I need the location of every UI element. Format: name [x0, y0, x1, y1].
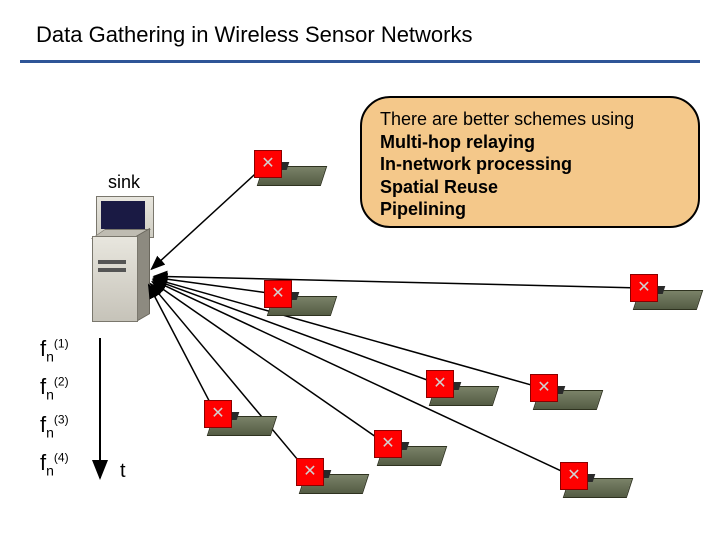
arrow	[154, 276, 638, 288]
sensor-badge-icon: ✕	[296, 458, 324, 486]
sensor-badge-icon: ✕	[560, 462, 588, 490]
sensor-node: ✕	[380, 440, 444, 466]
callout-line-4: Pipelining	[380, 198, 680, 221]
sensor-node: ✕	[432, 380, 496, 406]
sensor-node: ✕	[636, 284, 700, 310]
sensor-badge-icon: ✕	[264, 280, 292, 308]
callout-line-2: In-network processing	[380, 153, 680, 176]
sensor-badge-icon: ✕	[204, 400, 232, 428]
arrow	[153, 280, 568, 474]
sensor-badge-icon: ✕	[530, 374, 558, 402]
sensor-node: ✕	[536, 384, 600, 410]
callout-line-3: Spatial Reuse	[380, 176, 680, 199]
title-underline	[20, 60, 700, 63]
sink-label: sink	[108, 172, 140, 193]
time-axis-label: t	[120, 460, 126, 483]
sensor-node: ✕	[566, 472, 630, 498]
f-label-4: fn(4)	[40, 450, 69, 478]
sensor-node: ✕	[260, 160, 324, 186]
f-label-2: fn(2)	[40, 374, 69, 402]
sensor-badge-icon: ✕	[254, 150, 282, 178]
callout-line-1: Multi-hop relaying	[380, 131, 680, 154]
page-title: Data Gathering in Wireless Sensor Networ…	[36, 22, 473, 48]
sink-server-icon	[86, 196, 166, 326]
sensor-badge-icon: ✕	[426, 370, 454, 398]
callout-line-0: There are better schemes using	[380, 108, 680, 131]
f-label-3: fn(3)	[40, 412, 69, 440]
sensor-badge-icon: ✕	[374, 430, 402, 458]
f-label-1: fn(1)	[40, 336, 69, 364]
sensor-node: ✕	[210, 410, 274, 436]
callout-box: There are better schemes using Multi-hop…	[360, 96, 700, 228]
sensor-badge-icon: ✕	[630, 274, 658, 302]
arrow	[151, 167, 263, 270]
arrow	[154, 277, 272, 293]
arrow	[154, 279, 539, 387]
sensor-node: ✕	[302, 468, 366, 494]
sensor-node: ✕	[270, 290, 334, 316]
